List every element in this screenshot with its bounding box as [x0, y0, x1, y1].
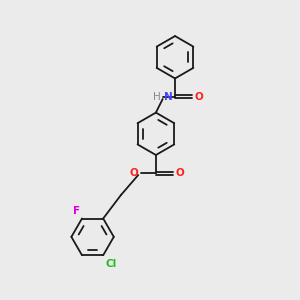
Text: O: O — [130, 168, 139, 178]
Text: O: O — [194, 92, 203, 102]
Text: F: F — [73, 206, 80, 216]
Text: Cl: Cl — [106, 259, 117, 269]
Text: N: N — [164, 92, 172, 102]
Text: O: O — [175, 168, 184, 178]
Text: H: H — [153, 92, 160, 102]
